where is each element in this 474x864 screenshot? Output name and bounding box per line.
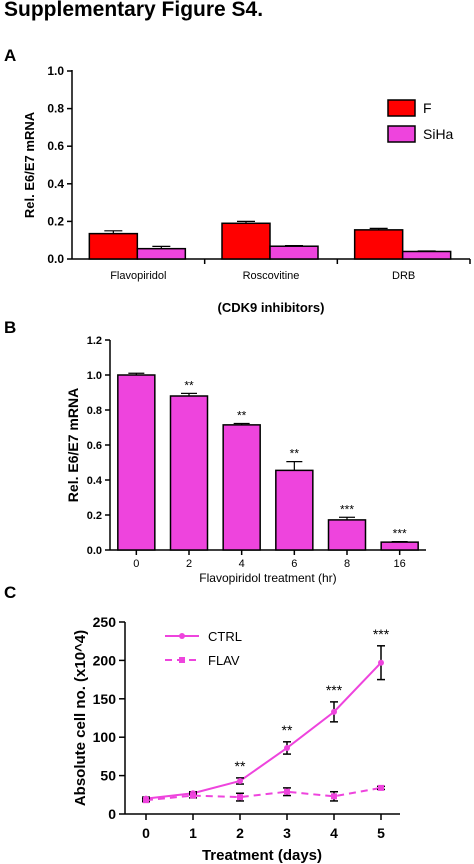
- y-tick-label: 0.0: [87, 545, 102, 557]
- significance-marker: ***: [326, 682, 343, 698]
- y-tick-label: 0.0: [47, 252, 64, 266]
- y-tick-label: 0.8: [87, 405, 102, 417]
- x-tick-label: 2: [236, 825, 244, 841]
- data-point: [378, 659, 384, 666]
- y-tick-label: 250: [93, 614, 117, 630]
- y-tick-label: 1.2: [87, 335, 102, 347]
- legend-label: F: [423, 100, 432, 116]
- bar: [169, 395, 209, 551]
- panel-a-chart: 0.0 0.2 0.4 0.6 0.8 1.0 Flavopiridol Roscovitin…: [22, 64, 471, 315]
- legend-marker: [179, 633, 185, 639]
- bar: [380, 541, 419, 551]
- series-line-flav: [145, 786, 382, 802]
- y-tick-label: 0.2: [87, 510, 102, 522]
- bar: [117, 374, 156, 551]
- significance-marker: ***: [393, 527, 407, 541]
- x-tick-label: 4: [330, 825, 338, 841]
- x-tick-label: 6: [291, 558, 297, 570]
- x-axis-title: Treatment (days): [202, 847, 322, 864]
- x-tick-label: DRB: [392, 270, 415, 282]
- legend-label: SiHa: [423, 126, 454, 142]
- data-point: [284, 744, 290, 751]
- data-point: [237, 777, 243, 784]
- legend-label: FLAV: [208, 653, 240, 668]
- series-line-ctrl: [145, 662, 382, 800]
- bar: [401, 250, 452, 260]
- x-tick-label: 3: [283, 825, 291, 841]
- y-tick-label: 50: [100, 768, 116, 784]
- significance-marker: **: [184, 378, 194, 392]
- x-tick-label: 8: [344, 558, 350, 570]
- y-tick-label: 100: [93, 729, 117, 745]
- y-tick-label: 0.4: [47, 177, 64, 191]
- y-tick-label: 0.8: [47, 102, 64, 116]
- x-tick-label: 16: [394, 558, 406, 570]
- x-axis-title: Flavopiridol treatment (hr): [199, 571, 336, 585]
- data-point: [143, 797, 149, 804]
- significance-marker: **: [237, 408, 247, 422]
- y-tick-label: 200: [93, 652, 117, 668]
- significance-marker: **: [235, 758, 246, 774]
- bar: [136, 247, 187, 260]
- legend-label: CTRL: [208, 629, 242, 644]
- x-tick-label: Flavopiridol: [110, 270, 166, 282]
- bar: [269, 245, 319, 260]
- y-tick-label: 0: [108, 806, 116, 822]
- x-tick-label: 1: [189, 825, 197, 841]
- y-axis-title: Absolute cell no. (x10^4): [72, 630, 89, 806]
- x-tick-label: 2: [186, 558, 192, 570]
- y-tick-label: 0.6: [87, 440, 102, 452]
- data-point: [237, 794, 243, 801]
- bar: [275, 469, 314, 551]
- y-tick-label: 1.0: [87, 370, 102, 382]
- data-point: [284, 788, 290, 795]
- y-tick-label: 0.4: [87, 475, 103, 487]
- x-axis-title: (CDK9 inhibitors): [218, 300, 325, 315]
- significance-marker: **: [282, 722, 293, 738]
- panel-b-chart: 0.0 0.2 0.4 0.6 0.8 1.0 1.2 0 2 ** 4 ** 6 ** 8 *** 16 ***…: [65, 335, 426, 585]
- significance-marker: ***: [373, 626, 390, 642]
- x-tick-label: 0: [133, 558, 139, 570]
- bar: [222, 424, 261, 551]
- data-point: [378, 784, 384, 791]
- legend-marker: [179, 657, 185, 663]
- panel-label-a: A: [4, 46, 17, 65]
- data-point: [331, 708, 337, 715]
- y-axis-title: Rel. E6/E7 mRNA: [22, 111, 37, 218]
- y-tick-label: 1.0: [47, 64, 64, 78]
- x-tick-label: Roscovitine: [243, 270, 300, 282]
- x-tick-label: 5: [377, 825, 385, 841]
- data-point: [190, 792, 196, 799]
- y-tick-label: 150: [93, 691, 117, 707]
- bar: [353, 229, 404, 260]
- x-tick-label: 0: [142, 825, 150, 841]
- y-tick-label: 0.2: [47, 214, 64, 228]
- x-tick-label: 4: [239, 558, 245, 570]
- bar: [221, 222, 271, 260]
- legend-swatch: [387, 125, 416, 143]
- panel-label-b: B: [4, 318, 17, 337]
- page-title: Supplementary Figure S4.: [4, 0, 264, 21]
- y-tick-label: 0.6: [47, 139, 64, 153]
- bar: [88, 232, 139, 260]
- y-axis-title: Rel. E6/E7 mRNA: [65, 388, 81, 502]
- significance-marker: ***: [340, 502, 354, 516]
- panel-label-c: C: [4, 583, 17, 602]
- bar: [327, 519, 367, 551]
- legend-swatch: [387, 99, 416, 117]
- significance-marker: **: [290, 447, 300, 461]
- data-point: [331, 793, 337, 800]
